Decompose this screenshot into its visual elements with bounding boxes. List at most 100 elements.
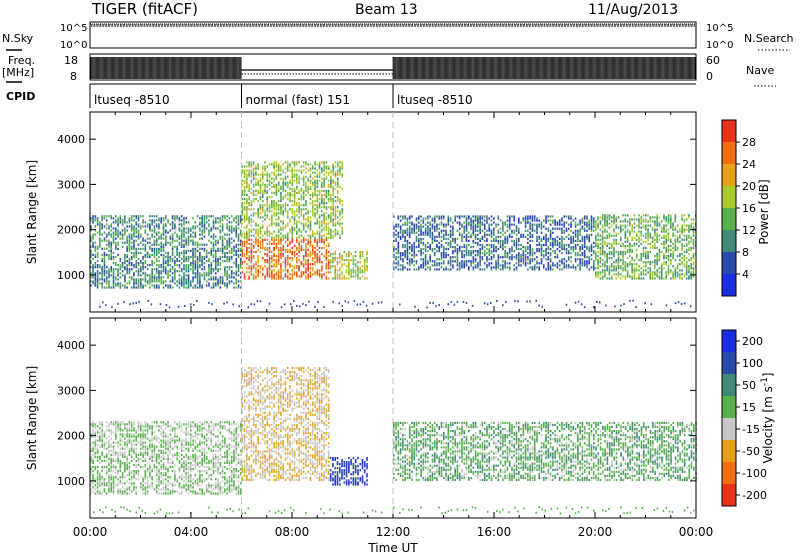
data-cell (275, 265, 278, 268)
data-cell (477, 243, 479, 247)
data-cell (531, 217, 534, 220)
data-cell (178, 243, 181, 246)
data-cell (463, 266, 466, 269)
data-cell (151, 229, 153, 232)
data-cell (357, 269, 359, 272)
data-cell (282, 179, 285, 182)
data-cell (318, 232, 321, 235)
data-cell (203, 225, 206, 228)
data-cell (192, 278, 194, 281)
data-cell (264, 189, 266, 193)
data-cell (273, 277, 275, 280)
data-cell (169, 229, 172, 232)
data-cell (515, 233, 518, 236)
data-cell (399, 237, 402, 240)
data-cell (158, 237, 160, 240)
data-cell (199, 274, 201, 277)
data-cell (196, 243, 199, 246)
data-cell (454, 256, 456, 259)
data-cell (261, 257, 264, 260)
data-cell (438, 215, 441, 218)
data-cell (298, 202, 300, 205)
data-cell (502, 239, 504, 243)
data-cell (180, 262, 183, 265)
data-cell (162, 217, 165, 220)
data-cell (246, 218, 248, 221)
data-cell (259, 187, 262, 190)
data-cell (117, 229, 119, 232)
data-cell (221, 239, 224, 242)
data-cell (411, 243, 413, 247)
data-cell (490, 262, 493, 265)
data-cell (341, 167, 344, 170)
data-cell (427, 217, 429, 220)
data-cell (201, 264, 203, 267)
data-cell (454, 260, 456, 263)
data-cell (545, 268, 547, 271)
data-cell (241, 267, 244, 270)
nsky-tick-top: 10^5 (60, 23, 87, 34)
data-cell (210, 249, 213, 252)
data-cell (429, 223, 431, 226)
data-cell (114, 241, 117, 244)
data-cell (124, 255, 126, 259)
data-cell (348, 250, 350, 254)
data-cell (280, 271, 282, 274)
data-cell (298, 161, 300, 164)
data-cell (241, 169, 244, 172)
data-cell (235, 286, 238, 289)
data-cell (408, 252, 411, 255)
data-cell (273, 167, 275, 170)
data-cell (536, 223, 538, 226)
data-cell (298, 275, 300, 278)
data-cell (135, 278, 138, 281)
nsearch-label: N.Search (744, 32, 794, 45)
data-cell (545, 235, 547, 238)
data-cell (128, 270, 131, 273)
data-cell (447, 262, 450, 265)
data-cell (479, 247, 481, 251)
data-cell (155, 219, 158, 222)
data-cell (196, 249, 199, 252)
data-cell (110, 223, 113, 226)
data-cell (325, 177, 328, 180)
data-cell (158, 217, 160, 220)
data-cell (399, 256, 402, 259)
data-cell (438, 223, 441, 226)
data-cell (252, 171, 255, 174)
data-cell (449, 256, 452, 259)
data-cell (282, 185, 285, 188)
data-cell (547, 266, 550, 269)
data-cell (180, 223, 183, 226)
data-cell (456, 221, 459, 224)
data-cell (536, 250, 538, 253)
data-cell (393, 247, 395, 251)
data-cell (121, 235, 124, 238)
data-cell (178, 259, 181, 263)
data-cell (205, 215, 208, 218)
data-cell (305, 183, 307, 186)
data-cell (411, 221, 413, 224)
data-cell (352, 275, 355, 278)
data-cell (298, 230, 300, 233)
data-cell (261, 181, 264, 184)
data-cell (126, 245, 128, 248)
data-cell (497, 254, 500, 257)
data-cell (128, 221, 131, 224)
data-cell (277, 173, 280, 176)
data-cell (155, 215, 158, 218)
data-cell (492, 221, 495, 224)
data-cell (176, 270, 178, 273)
data-cell (461, 264, 463, 267)
data-cell (252, 244, 255, 248)
data-cell (196, 270, 199, 273)
data-cell (101, 274, 103, 277)
data-cell (90, 276, 92, 279)
data-cell (121, 266, 124, 269)
data-cell (282, 236, 285, 239)
data-cell (314, 261, 316, 264)
data-cell (266, 210, 269, 213)
data-cell (214, 253, 217, 257)
data-cell (336, 277, 339, 280)
data-cell (243, 218, 246, 221)
